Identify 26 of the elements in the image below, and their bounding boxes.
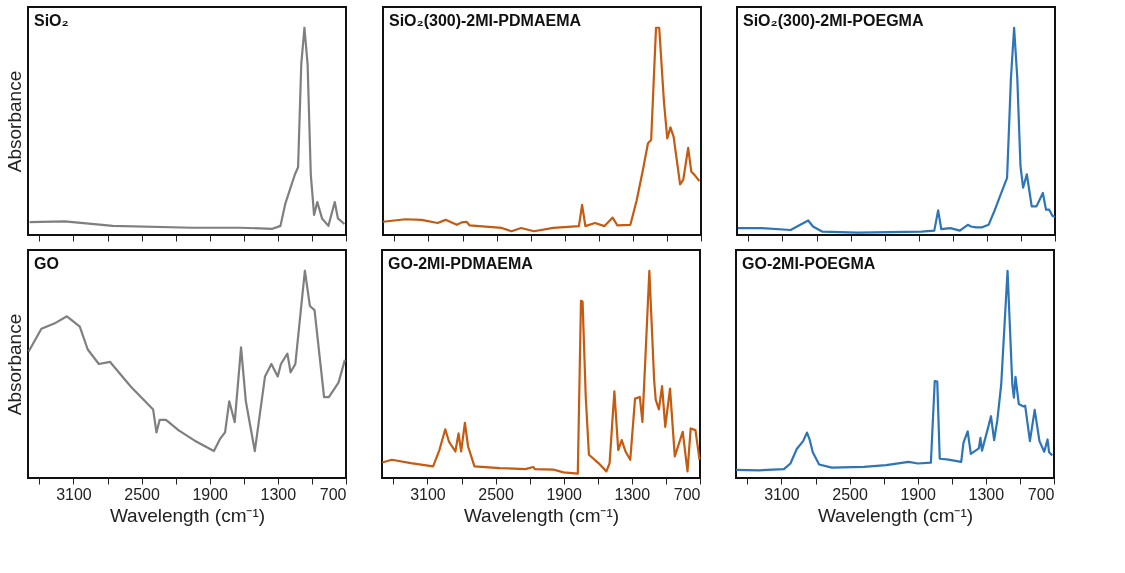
x-axis-title: Wavelength (cm⁻¹) — [109, 504, 266, 526]
x-tick-label: 700 — [1027, 485, 1055, 503]
x-tick-label: 3100 — [764, 485, 800, 503]
x-tick-label: 1900 — [546, 485, 583, 503]
x-tick-label: 1300 — [260, 485, 297, 503]
chart-title: SiO₂ — [34, 12, 69, 29]
chart-title: GO-2MI-PDMAEMA — [388, 255, 534, 272]
x-tick-label: 3100 — [410, 485, 446, 503]
x-tick-label: 2500 — [832, 485, 868, 503]
chart-title: GO — [34, 255, 59, 272]
chart-title: SiO₂(300)-2MI-POEGMA — [743, 12, 924, 29]
x-tick-label: 1900 — [900, 485, 937, 503]
y-axis-title: Absorbance — [3, 70, 25, 173]
chart-title: SiO₂(300)-2MI-PDMAEMA — [389, 12, 582, 29]
x-tick-label: 1300 — [968, 485, 1005, 503]
x-tick-label: 1900 — [192, 485, 229, 503]
y-axis-title: Absorbance — [3, 313, 25, 416]
chart-title: GO-2MI-POEGMA — [742, 255, 876, 272]
x-tick-label: 1300 — [614, 485, 651, 503]
x-tick-label: 3100 — [56, 485, 92, 503]
x-axis-title: Wavelength (cm⁻¹) — [817, 504, 974, 526]
x-tick-label: 2500 — [124, 485, 160, 503]
x-tick-label: 700 — [673, 485, 701, 503]
x-tick-label: 2500 — [478, 485, 514, 503]
x-axis-title: Wavelength (cm⁻¹) — [463, 504, 620, 526]
x-tick-label: 700 — [319, 485, 347, 503]
